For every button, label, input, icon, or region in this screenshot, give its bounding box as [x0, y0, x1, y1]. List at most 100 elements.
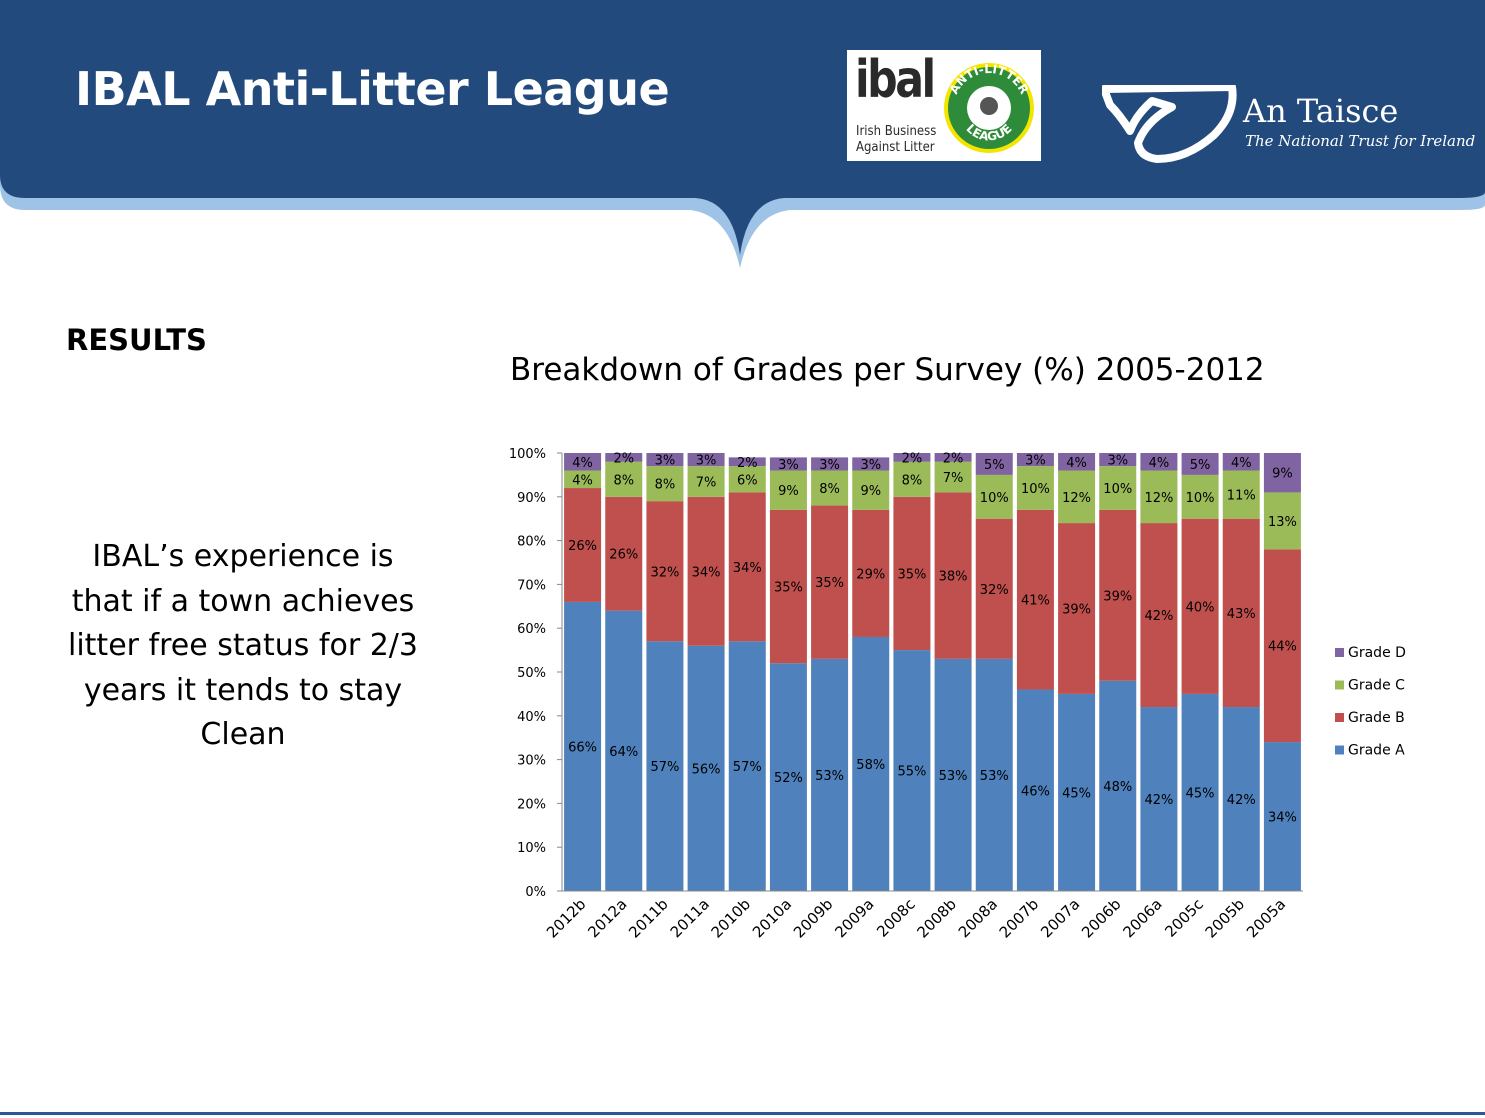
- x-tick-label: 2008c: [873, 895, 919, 941]
- bar-segment: [811, 505, 849, 659]
- bar-segment: [1058, 453, 1096, 471]
- bar-segment: [564, 470, 602, 489]
- data-label: 3%: [696, 454, 717, 469]
- an-taisce-name: An Taisce: [1243, 92, 1399, 130]
- data-label: 5%: [1190, 458, 1211, 473]
- data-label: 45%: [1062, 786, 1091, 801]
- bar-segment: [852, 470, 890, 510]
- data-label: 8%: [902, 473, 923, 488]
- body-text-line: litter free status for 2/3: [68, 628, 418, 663]
- data-label: 35%: [815, 576, 844, 591]
- data-label: 11%: [1227, 489, 1256, 504]
- data-label: 42%: [1144, 793, 1173, 808]
- bar-segment: [564, 453, 602, 471]
- y-tick-label: 100%: [509, 447, 546, 462]
- bar-segment: [1099, 509, 1137, 681]
- bar-segment: [1222, 453, 1260, 471]
- data-label: 56%: [692, 762, 721, 777]
- body-text-line: IBAL’s experience is: [92, 539, 394, 574]
- data-label: 3%: [1107, 454, 1128, 469]
- bar-segment: [646, 453, 684, 467]
- data-label: 6%: [737, 473, 758, 488]
- x-tick-label: 2007b: [996, 895, 1042, 941]
- stacked-bar-chart: 0% 10% 20% 30% 40% 50% 60% 70% 80% 90% 100% 66% 26% 4…: [509, 447, 1406, 942]
- anti-litter-league-badge-icon: ANTI-LITTER LEAGUE: [944, 62, 1034, 153]
- x-tick-label: 2009a: [831, 895, 877, 941]
- data-label: 34%: [1268, 811, 1297, 826]
- body-text: IBAL’s experience is that if a town achi…: [58, 535, 428, 758]
- section-heading: RESULTS: [66, 323, 207, 357]
- x-tick-label: 2005c: [1161, 895, 1207, 941]
- bar-segment: [1099, 680, 1137, 891]
- data-label: 66%: [568, 740, 597, 755]
- bar-segment: [934, 658, 972, 891]
- bar-segment: [811, 457, 849, 471]
- data-label: 53%: [939, 769, 968, 784]
- bar-segment: [975, 453, 1013, 475]
- footer-divider: [0, 1112, 1485, 1115]
- bar-segment: [605, 496, 643, 611]
- header-banner: [0, 0, 1485, 268]
- data-label: 9%: [778, 484, 799, 499]
- svg-text:LEAGUE: LEAGUE: [964, 121, 1015, 143]
- y-tick-label: 90%: [517, 491, 546, 506]
- bar-segment: [893, 453, 931, 462]
- data-label: 3%: [819, 458, 840, 473]
- y-tick-label: 0%: [525, 885, 546, 900]
- bar-segment: [852, 509, 890, 637]
- bar-segment: [769, 663, 807, 891]
- data-label: 2%: [737, 456, 758, 471]
- y-tick-label: 20%: [517, 797, 546, 812]
- bar-segment: [1181, 518, 1219, 694]
- x-tick-label: 2010b: [708, 895, 754, 941]
- data-label: 3%: [778, 458, 799, 473]
- data-label: 55%: [897, 765, 926, 780]
- bar-segment: [811, 658, 849, 891]
- bar-segment: [728, 457, 766, 467]
- data-label: 3%: [1025, 454, 1046, 469]
- x-tick-label: 2010a: [749, 895, 795, 941]
- bar-segment: [1140, 470, 1178, 524]
- bar-segment: [1140, 707, 1178, 891]
- body-text-line: years it tends to stay: [83, 672, 403, 708]
- data-label: 35%: [774, 581, 803, 596]
- an-taisce-logo-mark-icon: [1102, 85, 1237, 163]
- data-label: 3%: [860, 458, 881, 473]
- bar-segment: [1263, 492, 1301, 550]
- x-tick-label: 2006b: [1078, 895, 1124, 941]
- data-label: 2%: [943, 451, 964, 466]
- y-tick-label: 10%: [517, 841, 546, 856]
- x-tick-label: 2008a: [955, 895, 1001, 941]
- bar-segment: [1263, 742, 1301, 891]
- data-label: 2%: [613, 451, 634, 466]
- bar-segment: [893, 461, 931, 497]
- x-tick-label: 2011a: [667, 895, 713, 941]
- data-label: 35%: [897, 567, 926, 582]
- bar-segment: [975, 474, 1013, 519]
- body-text-line: that if a town achieves: [71, 583, 415, 619]
- x-tick-label: 2005a: [1243, 895, 1289, 941]
- bar-segment: [605, 461, 643, 497]
- x-tick-label: 2005b: [1202, 895, 1248, 941]
- bar-segment: [687, 645, 725, 891]
- bar-segment: [934, 492, 972, 659]
- data-label: 9%: [1272, 467, 1293, 482]
- ibal-logo-subtitle: Irish Business Against Litter: [856, 124, 956, 156]
- bar-segment: [1263, 549, 1301, 743]
- data-label: 8%: [655, 478, 676, 493]
- bar-segment: [769, 470, 807, 510]
- data-label: 12%: [1144, 491, 1173, 506]
- data-label: 40%: [1186, 600, 1215, 615]
- bar-segment: [1181, 474, 1219, 519]
- bar-segment: [1222, 470, 1260, 519]
- data-label: 52%: [774, 771, 803, 786]
- bar-segment: [564, 488, 602, 602]
- bar-segment: [1058, 523, 1096, 694]
- bar-segment: [1140, 453, 1178, 471]
- data-label: 4%: [1149, 456, 1170, 471]
- data-label: 4%: [572, 456, 593, 471]
- data-label: 57%: [650, 760, 679, 775]
- x-tick-label: 2007a: [1037, 895, 1083, 941]
- bar-segment: [1140, 523, 1178, 708]
- bar-segment: [1099, 453, 1137, 467]
